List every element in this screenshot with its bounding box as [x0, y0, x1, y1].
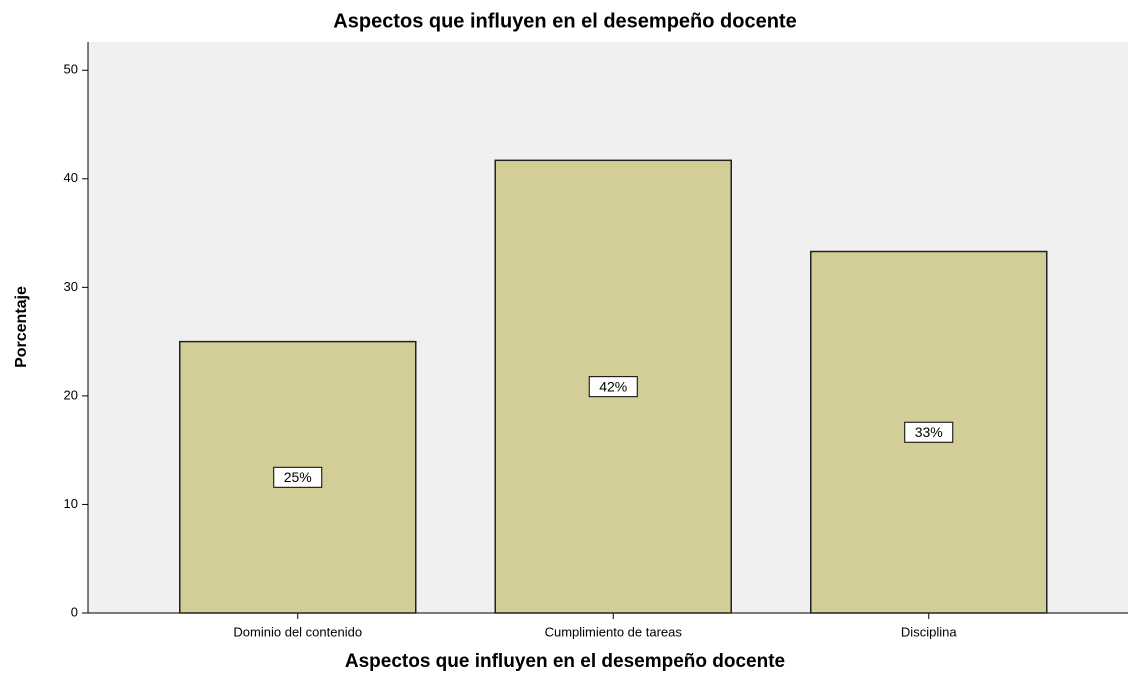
- x-tick-label: Cumplimiento de tareas: [545, 624, 683, 639]
- x-tick-label: Dominio del contenido: [233, 624, 362, 639]
- value-label-box: [273, 466, 323, 488]
- value-label: 25%: [284, 469, 312, 485]
- value-label: 42%: [599, 378, 627, 394]
- value-label-box: [588, 376, 638, 398]
- y-tick-label: 0: [71, 604, 78, 619]
- value-label: 33%: [915, 424, 943, 440]
- y-tick-label: 50: [64, 62, 78, 77]
- y-tick-label: 20: [64, 387, 78, 402]
- y-tick-label: 40: [64, 170, 78, 185]
- x-tick-label: Disciplina: [901, 624, 957, 639]
- x-axis-label: Aspectos que influyen en el desempeño do…: [345, 651, 785, 672]
- y-tick-label: 10: [64, 496, 78, 511]
- y-tick-label: 30: [64, 279, 78, 294]
- chart-title: Aspectos que influyen en el desempeño do…: [333, 10, 796, 32]
- value-label-box: [904, 421, 954, 443]
- y-axis-label: Porcentaje: [13, 286, 30, 368]
